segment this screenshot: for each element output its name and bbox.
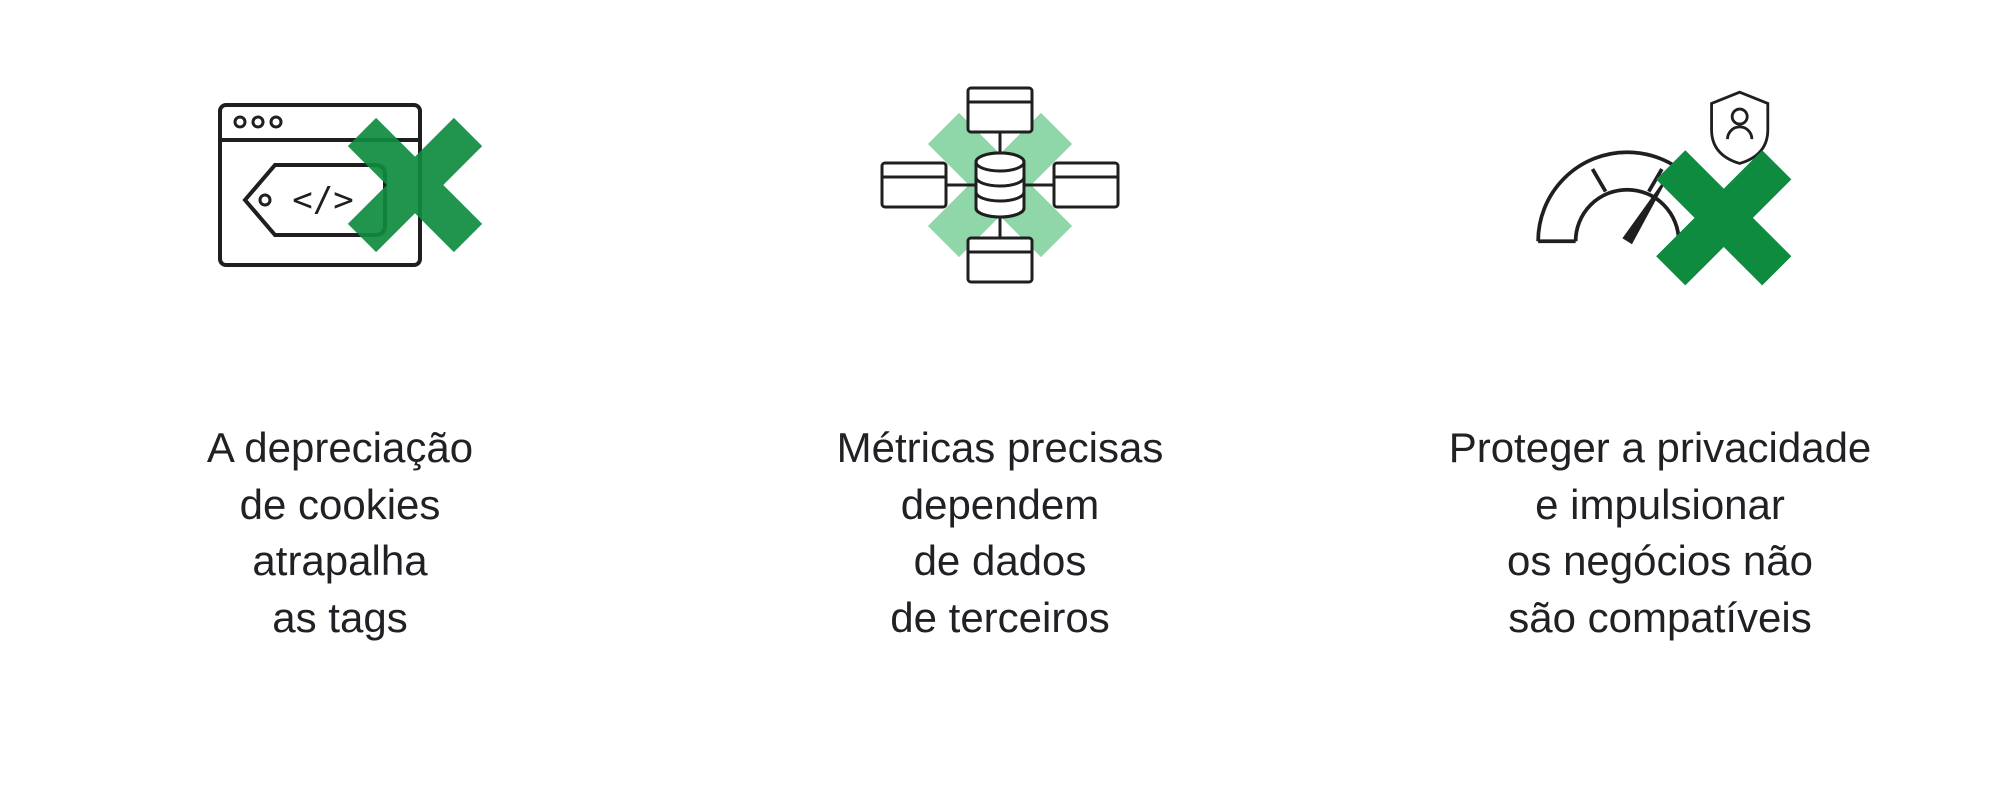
infographic-row: </> A depreciação de cookies atrapalha a…	[90, 0, 1910, 647]
caption-privacy-business: Proteger a privacidade e impulsionar os …	[1449, 420, 1872, 647]
gauge-privacy-shield-icon	[1510, 70, 1810, 300]
card-third-party-data: Métricas precisas dependem de dados de t…	[750, 70, 1250, 647]
browser-code-tag-icon: </>	[190, 70, 490, 300]
caption-third-party-data: Métricas precisas dependem de dados de t…	[837, 420, 1164, 647]
card-privacy-business: Proteger a privacidade e impulsionar os …	[1410, 70, 1910, 647]
card-cookies-tags: </> A depreciação de cookies atrapalha a…	[90, 70, 590, 647]
database-network-icon	[850, 70, 1150, 300]
caption-cookies-tags: A depreciação de cookies atrapalha as ta…	[207, 420, 473, 647]
svg-text:</>: </>	[292, 180, 353, 220]
